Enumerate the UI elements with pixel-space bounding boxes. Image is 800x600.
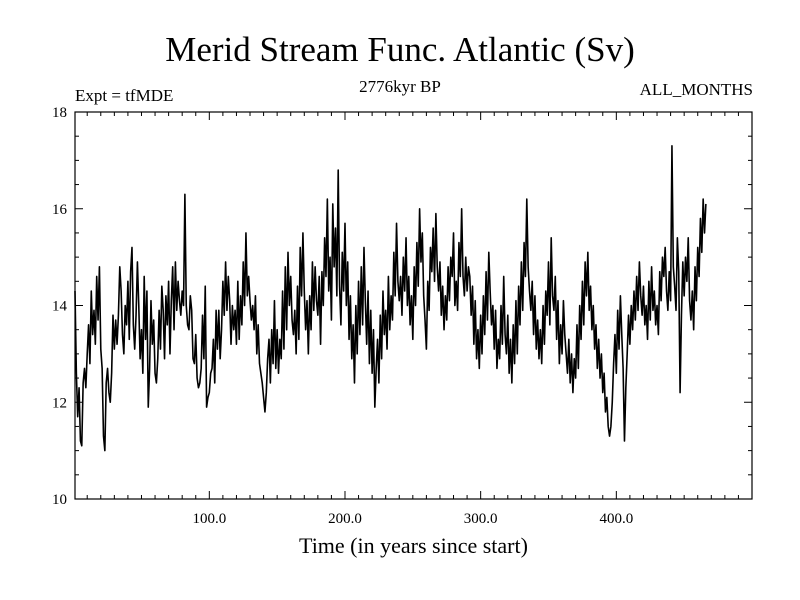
x-tick-label: 300.0 (464, 511, 498, 527)
y-tick-label: 16 (52, 202, 68, 218)
x-tick-label: 200.0 (328, 511, 362, 527)
chart-title: Merid Stream Func. Atlantic (Sv) (165, 30, 635, 69)
x-axis-label: Time (in years since start) (299, 533, 528, 558)
x-axis-ticks: 100.0 200.0 300.0 400.0 (86, 112, 739, 527)
y-tick-label: 14 (52, 299, 68, 315)
y-axis-ticks: 10 12 14 16 18 (52, 105, 752, 508)
period-label: 2776kyr BP (359, 77, 441, 96)
months-label: ALL_MONTHS (639, 80, 753, 99)
series-layer (74, 145, 707, 452)
y-tick-label: 12 (52, 395, 67, 411)
y-tick-label: 10 (52, 492, 67, 508)
x-tick-label: 100.0 (192, 511, 226, 527)
experiment-label: Expt = tfMDE (75, 86, 174, 105)
series-line (74, 145, 707, 452)
x-tick-label: 400.0 (599, 511, 633, 527)
y-tick-label: 18 (52, 105, 67, 121)
